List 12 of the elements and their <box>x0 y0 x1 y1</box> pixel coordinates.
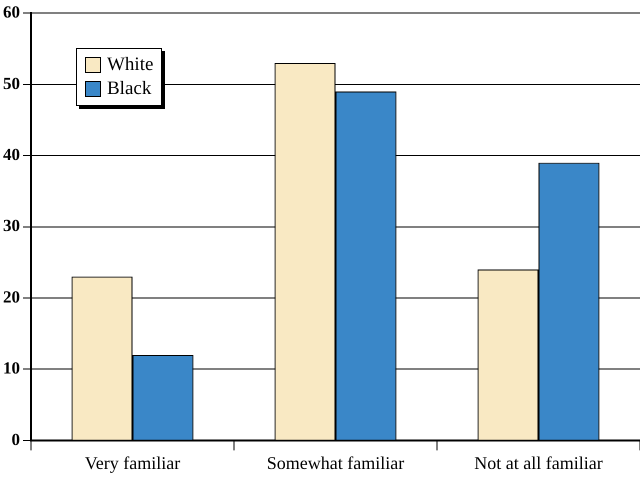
y-tick-label: 10 <box>3 358 20 378</box>
x-tick-label: Very familiar <box>84 452 180 473</box>
legend-label: White <box>107 53 154 77</box>
y-tick-label: 50 <box>3 74 20 93</box>
x-tick-label: Somewhat familiar <box>266 452 404 473</box>
y-tick-label: 60 <box>3 2 20 22</box>
y-tick-label: 0 <box>12 430 20 449</box>
y-tick-label: 20 <box>3 287 20 306</box>
x-tick-label: Not at all familiar <box>474 452 603 473</box>
y-tick-label: 40 <box>3 144 20 164</box>
legend-label: Black <box>107 77 152 101</box>
y-tick-label: 30 <box>3 216 20 236</box>
